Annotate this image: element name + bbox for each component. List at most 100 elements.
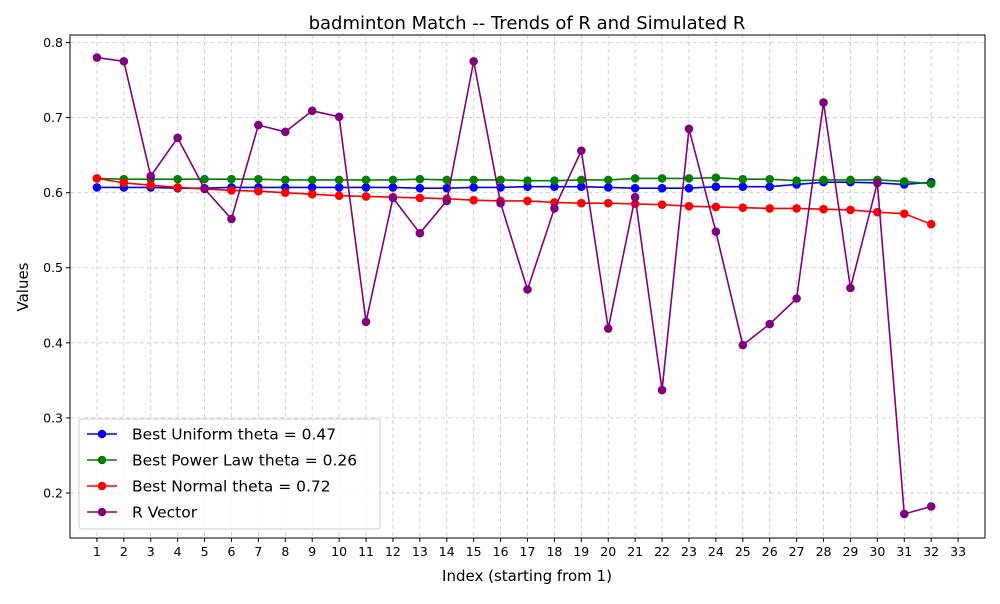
data-point	[846, 283, 855, 293]
x-tick-label: 19	[573, 544, 589, 559]
series-line	[96, 177, 932, 225]
data-point	[280, 127, 290, 137]
data-point	[846, 205, 855, 215]
data-point	[684, 183, 694, 193]
data-point	[765, 174, 775, 184]
y-tick-label: 0.2	[43, 485, 63, 500]
y-tick-label: 0.8	[43, 35, 63, 50]
data-point	[630, 174, 640, 183]
data-point	[254, 174, 263, 184]
data-point	[603, 175, 613, 185]
data-point	[738, 182, 748, 191]
x-tick-label: 2	[120, 544, 128, 559]
data-point	[361, 175, 371, 185]
data-point	[738, 340, 748, 350]
x-tick-label: 13	[412, 544, 428, 559]
x-axis-title: Index (starting from 1)	[442, 567, 612, 585]
x-tick-label: 3	[147, 544, 155, 559]
data-point	[603, 183, 613, 192]
x-axis-ticks: 1 2 3 4 5 6 7 8 9 10 11 12 13 14 15 16 17 18 19 20 21 22 23 24 2…	[93, 538, 966, 559]
data-point	[765, 319, 775, 329]
legend-label: R Vector	[132, 504, 198, 522]
data-point	[926, 179, 936, 188]
x-tick-label: 22	[654, 544, 670, 559]
data-point	[334, 175, 344, 185]
x-tick-label: 21	[627, 544, 643, 559]
data-point	[388, 175, 398, 185]
legend-marker	[97, 429, 107, 439]
data-point	[711, 182, 721, 191]
y-tick-label: 0.4	[43, 335, 63, 350]
x-tick-label: 18	[546, 544, 562, 559]
x-tick-label: 16	[493, 544, 509, 559]
data-point	[200, 184, 209, 194]
data-point	[738, 174, 748, 184]
series-line	[96, 56, 932, 515]
x-tick-label: 14	[439, 544, 455, 559]
data-point	[792, 204, 801, 213]
series-2	[92, 173, 936, 188]
x-tick-label: 17	[520, 544, 536, 559]
plot-series	[92, 53, 936, 519]
legend-marker	[97, 507, 107, 517]
data-point	[792, 294, 801, 303]
x-tick-label: 31	[896, 544, 912, 559]
data-point	[603, 324, 613, 333]
data-point	[792, 176, 801, 185]
data-point	[469, 175, 478, 185]
data-point	[415, 193, 425, 203]
x-tick-label: 10	[331, 544, 347, 559]
y-tick-label: 0.5	[43, 260, 63, 275]
chart-title: badminton Match -- Trends of R and Simul…	[309, 13, 746, 34]
data-point	[469, 56, 478, 66]
data-point	[442, 175, 452, 185]
data-point	[684, 174, 694, 183]
data-point	[388, 183, 398, 192]
data-point	[711, 202, 721, 212]
data-point	[550, 204, 559, 213]
data-point	[254, 120, 263, 130]
data-point	[146, 180, 156, 190]
y-axis-title: Values	[14, 262, 32, 311]
x-tick-label: 8	[281, 544, 289, 559]
data-point	[523, 182, 532, 191]
series-4	[92, 53, 936, 519]
x-tick-label: 9	[308, 544, 316, 559]
data-point	[146, 171, 156, 181]
x-tick-label: 1	[93, 544, 101, 559]
data-point	[523, 176, 532, 185]
legend-label: Best Uniform theta = 0.47	[132, 426, 336, 444]
x-tick-label: 32	[923, 544, 939, 559]
legend-marker	[97, 455, 107, 465]
data-point	[415, 228, 425, 238]
x-tick-label: 15	[466, 544, 482, 559]
y-tick-label: 0.6	[43, 185, 63, 200]
x-tick-label: 23	[681, 544, 697, 559]
data-point	[388, 193, 398, 203]
data-point	[846, 175, 855, 185]
data-point	[711, 227, 721, 236]
data-point	[926, 502, 936, 511]
data-point	[819, 98, 828, 107]
data-point	[469, 195, 478, 205]
data-point	[307, 175, 317, 185]
data-point	[361, 183, 371, 192]
x-tick-label: 27	[789, 544, 805, 559]
data-point	[550, 176, 559, 185]
series-line	[96, 181, 932, 189]
data-point	[684, 201, 694, 211]
x-tick-label: 26	[762, 544, 778, 559]
data-point	[657, 183, 667, 193]
x-tick-label: 12	[385, 544, 401, 559]
data-point	[496, 198, 505, 208]
x-tick-label: 29	[842, 544, 858, 559]
data-point	[361, 317, 371, 327]
x-tick-label: 28	[816, 544, 832, 559]
data-point	[899, 177, 909, 186]
legend-label: Best Normal theta = 0.72	[132, 478, 331, 496]
data-point	[173, 183, 182, 192]
data-point	[630, 192, 640, 202]
data-point	[334, 112, 344, 122]
legend-box	[78, 418, 381, 530]
